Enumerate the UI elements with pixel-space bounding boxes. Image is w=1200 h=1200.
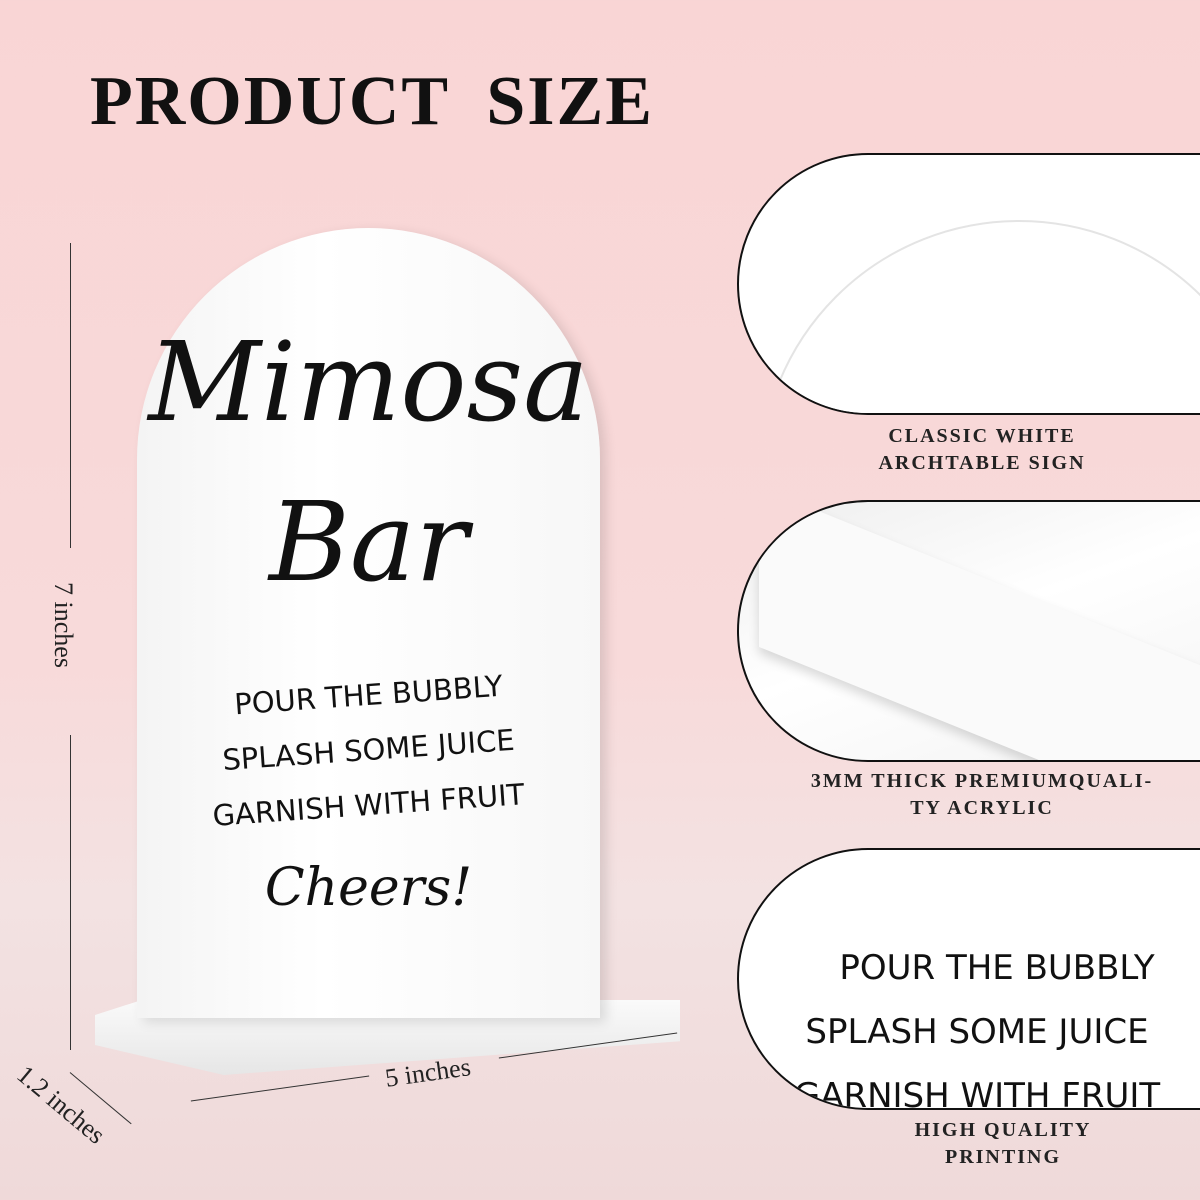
sign-step: SPLASH SOME JUICE [221,722,516,778]
print-closeup-line: GARNISH WITH FRUIT [793,1076,1161,1110]
caption-line: 3MM THICK PREMIUMQUALI- [810,770,1154,792]
page-title: PRODUCT SIZE [90,63,654,140]
sign-step: GARNISH WITH FRUIT [211,777,526,833]
caption-line: CLASSIC WHITE [888,425,1076,447]
depth-label: 1.2 inches [11,1059,111,1150]
caption-line: ARCHTABLE SIGN [878,452,1086,474]
arch-sign: Mimosa Bar POUR THE BUBBLY SPLASH SOME J… [137,228,600,1018]
height-dimension-line [70,735,71,1050]
detail-panel-thickness [737,500,1200,762]
sign-title-line2: Bar [269,478,468,606]
sign-title-line1: Mimosa [148,318,589,446]
print-closeup-line: SPLASH SOME JUICE [805,1012,1149,1052]
sign-closing: Cheers! [264,858,473,918]
acrylic-edge-closeup [759,502,1200,760]
caption-line: TY ACRYLIC [910,797,1054,819]
detail-panel-printing: POUR THE BUBBLY SPLASH SOME JUICE GARNIS… [737,848,1200,1110]
sign-step: POUR THE BUBBLY [233,668,504,722]
arch-edge-closeup [759,220,1200,413]
width-dimension-line [190,1075,370,1102]
print-closeup-line: POUR THE BUBBLY [839,948,1155,988]
panel-caption: 3MM THICK PREMIUMQUALI- TY ACRYLIC [802,768,1162,822]
panel-caption: HIGH QUALITY PRINTING [853,1117,1153,1171]
caption-line: PRINTING [944,1146,1061,1168]
height-label: 7 inches [48,582,78,668]
detail-panel-arch [737,153,1200,415]
caption-line: HIGH QUALITY [914,1119,1092,1141]
panel-caption: CLASSIC WHITE ARCHTABLE SIGN [832,423,1132,477]
height-dimension-line [70,243,71,548]
